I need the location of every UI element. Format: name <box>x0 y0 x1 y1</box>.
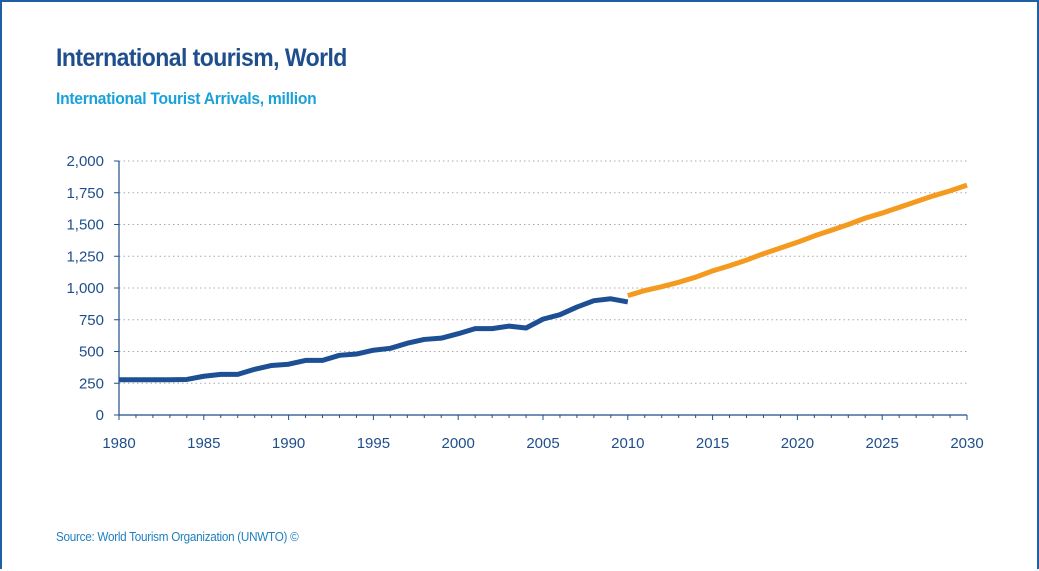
gridlines <box>119 160 967 384</box>
chart-title: International tourism, World <box>56 44 347 72</box>
y-tick-labels: 0 250 500 750 1,000 1,250 1,500 1,750 2,000 <box>66 153 104 424</box>
x-tick-label: 1985 <box>187 435 220 452</box>
x-tick-label: 1995 <box>357 435 390 452</box>
x-tick-label: 2010 <box>611 435 644 452</box>
y-tick-label: 0 <box>96 407 104 424</box>
x-tick-label: 2015 <box>696 435 729 452</box>
series-lines <box>119 182 968 383</box>
y-tick-label: 1,250 <box>66 248 104 265</box>
y-tick-label: 2,000 <box>66 153 104 170</box>
x-tick-label: 2025 <box>866 435 899 452</box>
y-tick-label: 500 <box>79 344 104 361</box>
chart-subtitle: International Tourist Arrivals, million <box>56 89 317 108</box>
x-tick-label: 2000 <box>442 435 475 452</box>
x-tick-labels: 1980 1985 1990 1995 2000 2005 2010 2015 2020 2025… <box>102 435 983 452</box>
source-note: Source: World Tourism Organization (UNWT… <box>56 529 299 544</box>
forecast-series-line <box>627 182 968 299</box>
x-tick-label: 2005 <box>526 435 559 452</box>
x-tick-label: 2030 <box>950 435 983 452</box>
actual-series-line <box>119 296 629 383</box>
y-tick-label: 1,750 <box>66 185 104 202</box>
y-tick-label: 1,000 <box>66 280 104 297</box>
y-tick-label: 750 <box>79 312 104 329</box>
y-tick-label: 1,500 <box>66 217 104 234</box>
y-tick-label: 250 <box>79 375 104 392</box>
axes <box>114 160 968 420</box>
x-tick-label: 2020 <box>781 435 814 452</box>
x-tick-label: 1980 <box>102 435 135 452</box>
x-tick-label: 1990 <box>272 435 305 452</box>
